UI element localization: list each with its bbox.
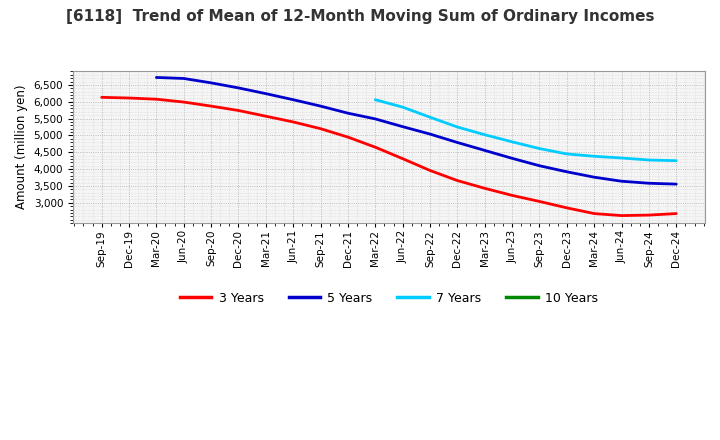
5 Years: [398, 124, 407, 129]
5 Years: [234, 85, 243, 91]
5 Years: [672, 181, 680, 187]
3 Years: [125, 95, 133, 101]
5 Years: [179, 76, 188, 81]
3 Years: [179, 99, 188, 105]
5 Years: [562, 169, 571, 174]
Y-axis label: Amount (million yen): Amount (million yen): [15, 85, 28, 209]
7 Years: [644, 158, 653, 163]
5 Years: [371, 116, 379, 121]
Line: 3 Years: 3 Years: [102, 97, 676, 216]
7 Years: [617, 155, 626, 161]
5 Years: [535, 163, 544, 169]
3 Years: [234, 108, 243, 113]
5 Years: [289, 97, 297, 103]
3 Years: [152, 96, 161, 102]
3 Years: [535, 199, 544, 204]
7 Years: [672, 158, 680, 163]
5 Years: [453, 140, 462, 145]
3 Years: [480, 186, 489, 191]
7 Years: [590, 154, 598, 159]
7 Years: [398, 104, 407, 110]
7 Years: [535, 146, 544, 151]
5 Years: [480, 148, 489, 153]
3 Years: [672, 211, 680, 216]
5 Years: [261, 91, 270, 96]
5 Years: [590, 175, 598, 180]
5 Years: [617, 179, 626, 184]
3 Years: [562, 205, 571, 210]
3 Years: [644, 213, 653, 218]
5 Years: [426, 132, 434, 137]
5 Years: [343, 110, 352, 116]
7 Years: [453, 125, 462, 130]
3 Years: [343, 135, 352, 140]
3 Years: [617, 213, 626, 218]
3 Years: [508, 193, 516, 198]
3 Years: [453, 178, 462, 183]
5 Years: [644, 180, 653, 186]
3 Years: [289, 119, 297, 125]
3 Years: [426, 168, 434, 173]
3 Years: [261, 114, 270, 119]
7 Years: [426, 114, 434, 120]
3 Years: [207, 103, 215, 109]
3 Years: [398, 156, 407, 161]
5 Years: [207, 80, 215, 85]
3 Years: [590, 211, 598, 216]
5 Years: [152, 75, 161, 80]
Text: [6118]  Trend of Mean of 12-Month Moving Sum of Ordinary Incomes: [6118] Trend of Mean of 12-Month Moving …: [66, 9, 654, 24]
Line: 7 Years: 7 Years: [375, 100, 676, 161]
5 Years: [316, 103, 325, 109]
Legend: 3 Years, 5 Years, 7 Years, 10 Years: 3 Years, 5 Years, 7 Years, 10 Years: [175, 287, 603, 310]
7 Years: [371, 97, 379, 103]
7 Years: [508, 139, 516, 144]
7 Years: [562, 151, 571, 157]
Line: 5 Years: 5 Years: [156, 77, 676, 184]
3 Years: [316, 126, 325, 131]
3 Years: [97, 95, 106, 100]
7 Years: [480, 132, 489, 137]
5 Years: [508, 156, 516, 161]
3 Years: [371, 145, 379, 150]
